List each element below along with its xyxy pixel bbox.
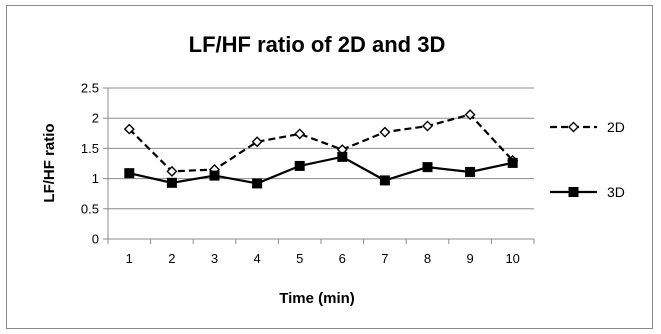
series-2d-point	[422, 120, 433, 132]
y-tick-label: 2.5	[81, 81, 99, 96]
series-3d-point	[337, 151, 348, 162]
x-tick-label: 8	[424, 251, 431, 266]
x-axis-label: Time (min)	[279, 290, 355, 307]
y-tick-label: 1	[92, 171, 99, 186]
x-tick-label: 5	[296, 251, 303, 266]
series-3d-point	[294, 160, 305, 171]
y-tick-label: 2	[92, 111, 99, 126]
legend: 2D 3D	[550, 119, 625, 200]
y-tick-label: 0.5	[81, 201, 99, 216]
x-tick-label: 10	[505, 251, 519, 266]
series-lines	[128, 113, 514, 185]
x-tick-label: 7	[381, 251, 388, 266]
series-3d-point	[379, 175, 390, 186]
legend-2d-label: 2D	[607, 119, 625, 135]
x-tick-label: 6	[339, 251, 346, 266]
series-2d-point	[251, 136, 263, 148]
gridlines	[103, 87, 534, 240]
series-3d-point	[465, 166, 476, 177]
x-tick-label: 2	[168, 251, 175, 266]
series-markers	[123, 109, 519, 189]
chart-frame	[6, 5, 653, 329]
x-tick-label: 3	[211, 251, 218, 266]
y-tick-labels: 0 0.5 1 1.5 2 2.5	[81, 81, 99, 247]
legend-2d-marker	[568, 121, 579, 133]
axes	[107, 88, 535, 244]
series-2d-point	[123, 123, 135, 135]
series-2d-point	[464, 109, 476, 121]
y-axis-label: LF/HF ratio	[41, 123, 58, 202]
x-tick-label: 1	[126, 251, 133, 266]
legend-3d-marker	[568, 187, 579, 197]
x-tick-label: 4	[253, 251, 260, 266]
legend-3d-label: 3D	[607, 184, 625, 200]
series-3d-line	[129, 155, 513, 185]
chart-title: LF/HF ratio of 2D and 3D	[189, 32, 446, 57]
y-tick-label: 1.5	[81, 141, 99, 156]
y-tick-label: 0	[92, 232, 99, 247]
series-3d-point	[166, 177, 177, 188]
series-2d-point	[294, 128, 306, 140]
series-3d-point	[252, 178, 263, 189]
x-tick-label: 9	[466, 251, 473, 266]
series-3d-point	[209, 170, 220, 181]
series-3d-point	[422, 162, 433, 173]
series-3d-point	[124, 168, 135, 179]
x-tick-labels: 1 2 3 4 5 6 7 8 9 10	[126, 251, 520, 266]
series-2d-point	[166, 165, 178, 177]
series-2d-line	[128, 113, 514, 173]
series-3d-point	[507, 157, 518, 168]
series-2d-point	[379, 126, 391, 138]
